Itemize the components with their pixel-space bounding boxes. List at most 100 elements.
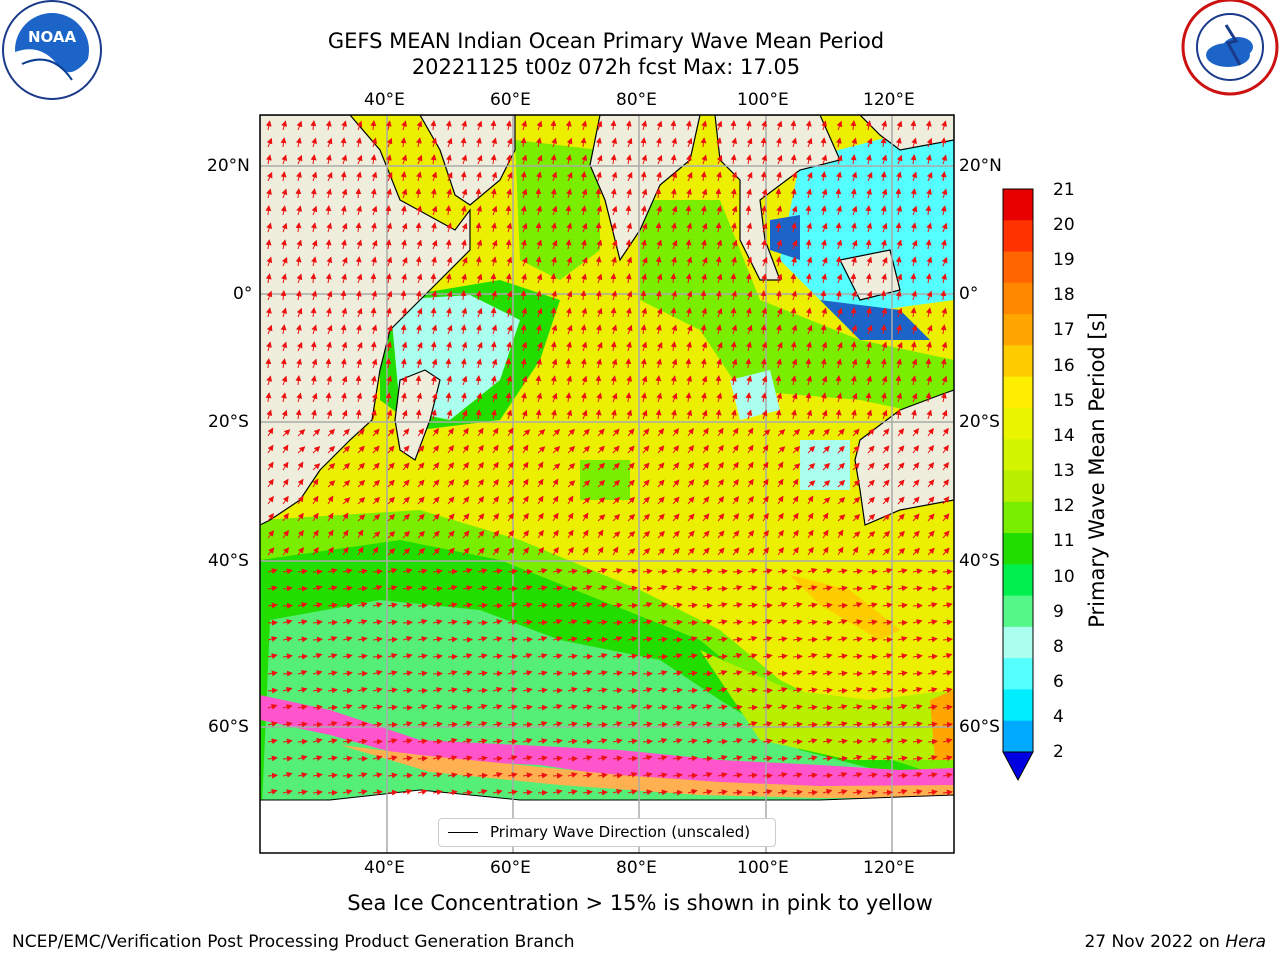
wave-arrow — [520, 358, 527, 369]
wave-arrow — [295, 324, 302, 335]
wave-arrow — [896, 154, 903, 165]
wave-arrow — [491, 324, 498, 335]
wave-arrow — [596, 120, 603, 131]
india-land — [589, 115, 701, 262]
wave-arrow — [460, 324, 467, 335]
wave-arrow — [535, 256, 542, 267]
wave-arrow — [266, 222, 273, 233]
wave-arrow — [850, 273, 857, 284]
wave-arrow — [881, 222, 888, 233]
wave-arrow — [746, 188, 752, 199]
wave-arrow — [490, 154, 497, 165]
wave-arrow — [386, 137, 393, 148]
wave-arrow — [325, 154, 332, 165]
wave-arrow — [940, 239, 947, 250]
wave-arrow — [386, 341, 392, 352]
wave-arrow — [566, 222, 573, 233]
wave-arrow — [700, 290, 707, 301]
wave-arrow — [536, 154, 543, 165]
wave-arrow — [776, 341, 783, 352]
wave-arrow — [445, 120, 452, 131]
wave-arrow — [580, 290, 587, 301]
wave-arrow — [550, 222, 557, 233]
lon-label-bottom-100e: 100°E — [737, 858, 789, 878]
wave-arrow — [611, 290, 618, 301]
wave-arrow — [925, 239, 932, 250]
colorbar-tick: 12 — [1053, 496, 1075, 516]
wave-arrow — [895, 290, 902, 301]
wave-arrow — [896, 171, 902, 182]
colorbar-extend-arrow — [1002, 751, 1034, 782]
wave-arrow — [565, 239, 572, 250]
wave-arrow — [520, 239, 527, 250]
wave-arrow — [731, 239, 738, 250]
wave-arrow — [835, 188, 842, 199]
wave-arrow — [417, 687, 428, 694]
wave-arrow — [445, 358, 452, 369]
wave-arrow — [492, 602, 503, 609]
wave-arrow — [595, 290, 602, 301]
wave-arrow — [371, 256, 377, 267]
wave-arrow — [940, 290, 947, 301]
wave-arrow — [820, 324, 827, 335]
wave-arrow — [910, 154, 917, 165]
wave-arrow — [895, 324, 902, 335]
wave-arrow — [296, 154, 303, 165]
wave-arrow — [731, 256, 737, 267]
wave-arrow — [461, 341, 468, 352]
wave-arrow — [881, 341, 888, 352]
wave-arrow — [761, 188, 768, 199]
wave-arrow — [776, 273, 783, 284]
wave-arrow — [835, 137, 842, 148]
wave-arrow — [760, 239, 767, 250]
wave-arrow — [266, 341, 272, 352]
wave-arrow — [790, 341, 797, 352]
wave-arrow — [370, 307, 377, 318]
wave-arrow — [730, 120, 737, 131]
wave-arrow — [627, 687, 638, 694]
lon-label-top-100e: 100°E — [737, 90, 789, 110]
wave-arrow — [731, 290, 738, 301]
wave-arrow — [882, 636, 893, 643]
wave-arrow — [295, 188, 302, 199]
wave-arrow — [461, 120, 468, 131]
wave-arrow — [775, 188, 782, 199]
footer-credit: NCEP/EMC/Verification Post Processing Pr… — [12, 932, 575, 952]
wave-arrow — [640, 358, 647, 369]
wave-arrow — [567, 755, 578, 762]
wave-arrow — [430, 154, 437, 165]
wave-arrow — [430, 307, 437, 318]
wave-arrow — [776, 307, 783, 318]
wave-arrow — [866, 290, 873, 301]
wave-arrow — [927, 585, 938, 592]
lon-label-top-60e: 60°E — [490, 90, 531, 110]
lon-label-top-80e: 80°E — [616, 90, 657, 110]
wave-arrow — [490, 341, 497, 352]
wave-arrow — [416, 205, 423, 216]
wave-arrow — [910, 120, 917, 131]
wave-arrow — [280, 171, 287, 182]
wave-arrow — [791, 205, 798, 216]
period-band-sumatra — [730, 370, 780, 420]
wave-arrow — [310, 222, 317, 233]
wave-arrow — [850, 307, 857, 318]
wave-arrow — [430, 273, 437, 284]
wave-arrow — [837, 687, 848, 694]
wave-arrow — [745, 239, 752, 250]
wave-arrow — [821, 341, 828, 352]
wave-arrow — [371, 205, 378, 216]
wave-arrow — [836, 239, 843, 250]
wave-arrow — [386, 222, 393, 233]
colorbar-tick: 21 — [1053, 180, 1075, 200]
wave-arrow — [370, 188, 377, 199]
wave-arrow — [401, 120, 408, 131]
wave-arrow — [835, 222, 842, 233]
wave-arrow — [551, 137, 558, 148]
wave-arrow — [430, 222, 437, 233]
wave-arrow — [866, 222, 873, 233]
wave-arrow — [431, 171, 438, 182]
map-title: GEFS MEAN Indian Ocean Primary Wave Mean… — [327, 29, 885, 53]
wave-arrow — [490, 273, 497, 284]
wave-arrow — [611, 324, 618, 335]
arabia-land — [419, 115, 516, 206]
